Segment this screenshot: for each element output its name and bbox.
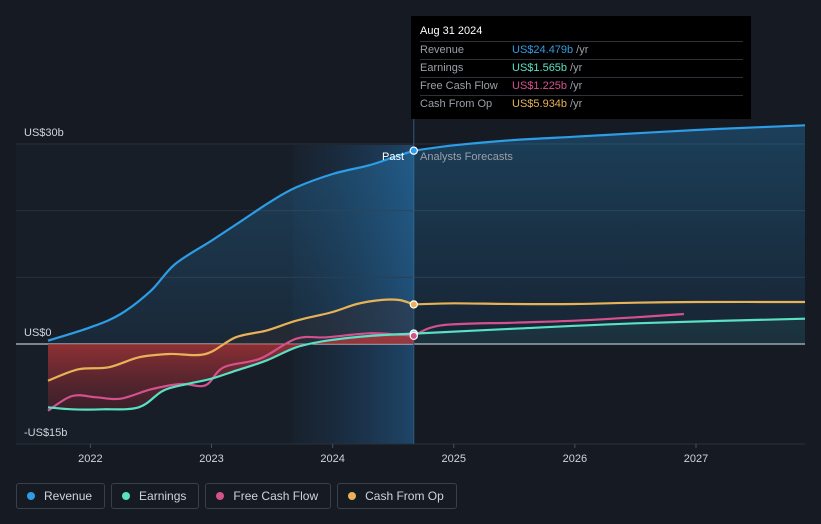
legend-label: Cash From Op: [365, 489, 444, 503]
tooltip-value: US$24.479b: [512, 44, 574, 56]
legend-item-earnings[interactable]: Earnings: [111, 483, 200, 509]
tooltip-value: US$1.565b: [512, 62, 568, 74]
legend-item-cash-from-op[interactable]: Cash From Op: [337, 483, 457, 509]
tooltip-unit: /yr: [570, 98, 583, 110]
tooltip-value: US$5.934b: [512, 98, 568, 110]
legend-item-revenue[interactable]: Revenue: [16, 483, 106, 509]
earnings-line-forecast: [413, 317, 806, 335]
legend-label: Revenue: [44, 489, 93, 503]
tooltip-row-earnings: Earnings US$1.565b /yr: [420, 60, 743, 78]
revenue-line-forecast: [413, 124, 806, 152]
forecast-label: Analysts Forecasts: [420, 151, 513, 163]
free-cash-flow-present-marker: [409, 331, 418, 341]
tooltip-label: Cash From Op: [420, 98, 493, 110]
data-tooltip: Aug 31 2024 Revenue US$24.479b /yr Earni…: [411, 16, 751, 119]
y-label-bottom: -US$15b: [24, 427, 67, 439]
earnings-line-past: [47, 332, 414, 411]
tooltip-unit: /yr: [570, 62, 583, 74]
cash-from-op-dot-icon: [348, 492, 357, 500]
legend-item-free-cash-flow[interactable]: Free Cash Flow: [205, 483, 332, 509]
tooltip-row-revenue: Revenue US$24.479b /yr: [420, 42, 743, 60]
cash-from-op-present-marker: [409, 300, 418, 309]
legend-label: Free Cash Flow: [233, 489, 319, 503]
chart-legend: Revenue Earnings Free Cash Flow Cash Fro…: [16, 483, 457, 509]
y-label-top: US$30b: [24, 127, 64, 139]
revenue-line-past: [47, 149, 415, 342]
legend-label: Earnings: [139, 489, 187, 503]
tooltip-value: US$1.225b: [512, 80, 568, 92]
tooltip-row-free-cash-flow: Free Cash Flow US$1.225b /yr: [420, 78, 743, 96]
earnings-forecast-area: [413, 318, 805, 344]
earnings-dot-icon: [122, 492, 131, 500]
x-tick-label: 2024: [320, 453, 344, 465]
tooltip-label: Revenue: [420, 44, 465, 56]
past-label: Past: [382, 151, 404, 163]
free-cash-flow-line-forecast: [413, 312, 684, 337]
free-cash-flow-dot-icon: [216, 492, 225, 500]
revenue-dot-icon: [27, 492, 35, 500]
tooltip-label: Free Cash Flow: [420, 80, 498, 92]
y-label-zero: US$0: [24, 327, 52, 339]
x-tick-label: 2022: [78, 453, 102, 465]
tooltip-row-cash-from-op: Cash From Op US$5.934b /yr: [420, 96, 743, 113]
tooltip-unit: /yr: [576, 44, 589, 56]
revenue-present-marker: [409, 146, 418, 155]
x-tick-label: 2023: [199, 453, 223, 465]
x-tick-label: 2027: [684, 453, 708, 465]
x-tick-label: 2026: [563, 453, 587, 465]
tooltip-label: Earnings: [420, 62, 464, 74]
cash-from-op-line-forecast: [413, 300, 806, 306]
tooltip-date: Aug 31 2024: [420, 24, 743, 42]
cash-from-op-line-past: [47, 298, 415, 382]
revenue-area: [48, 125, 805, 344]
x-tick-label: 2025: [442, 453, 466, 465]
tooltip-unit: /yr: [570, 80, 583, 92]
